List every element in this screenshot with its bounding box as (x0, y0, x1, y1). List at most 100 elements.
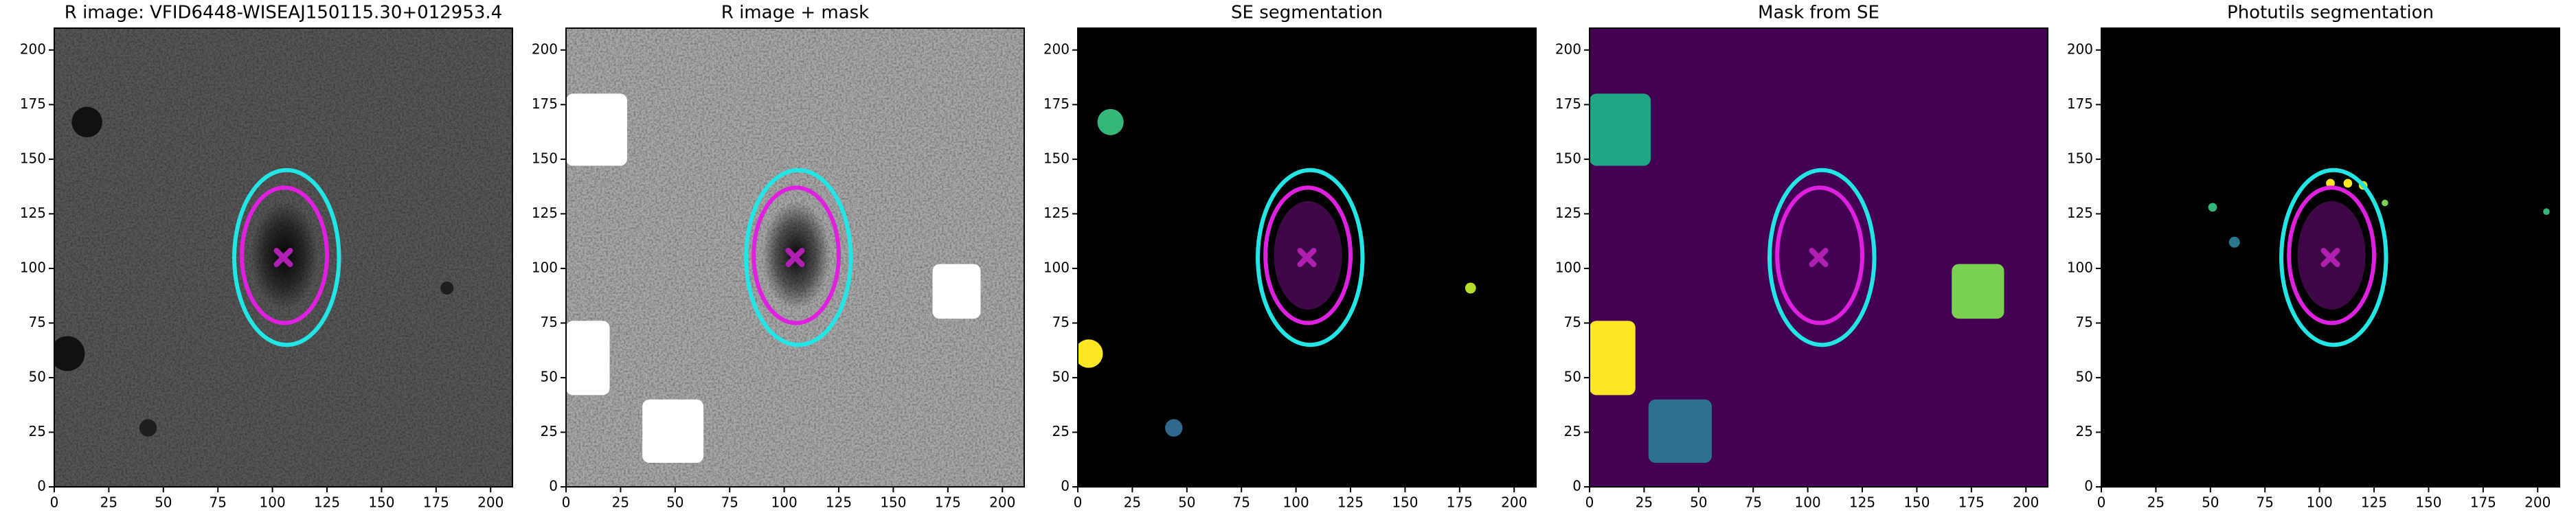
x-tick-label: 175 (2470, 494, 2496, 511)
x-tick-label: 50 (1178, 494, 1195, 511)
x-tick-label: 50 (666, 494, 683, 511)
panel-title: SE segmentation (1231, 3, 1383, 23)
x-tick-label: 125 (1337, 494, 1364, 511)
aperture-ellipse (1775, 185, 1865, 325)
y-tick-label: 175 (2067, 95, 2093, 112)
y-tick-label: 125 (1043, 205, 1070, 221)
x-tick-label: 150 (880, 494, 906, 511)
x-tick-label: 75 (209, 494, 226, 511)
aperture-ellipse (2287, 185, 2377, 325)
x-tick-label: 200 (2013, 494, 2039, 511)
x-tick-label: 125 (1849, 494, 1875, 511)
y-tick-label: 100 (20, 259, 46, 275)
source (2543, 208, 2550, 215)
axes-frame (54, 27, 513, 488)
mask-region (1648, 399, 1712, 464)
panel-title: Mask from SE (1758, 3, 1879, 23)
x-tick-label: 25 (2147, 494, 2165, 511)
y-tick-label: 25 (2076, 423, 2093, 439)
y-tick-label: 150 (1043, 150, 1070, 166)
y-tick-label: 50 (29, 368, 46, 385)
y-tick-label: 50 (1052, 368, 1070, 385)
x-tick-label: 25 (1636, 494, 1653, 511)
y-tick-label: 125 (1555, 205, 1581, 221)
y-tick-label: 150 (532, 150, 558, 166)
y-tick-label: 75 (1564, 314, 1581, 330)
x-tick-label: 75 (2256, 494, 2273, 511)
aperture-ellipse (2279, 168, 2388, 347)
y-tick-label: 75 (541, 314, 558, 330)
y-tick-label: 150 (20, 150, 46, 166)
image-area (2101, 28, 2560, 487)
panel-title: Photutils segmentation (2227, 3, 2434, 23)
aperture-ellipse (1263, 185, 1353, 325)
source (54, 336, 85, 371)
axes-frame (1077, 27, 1537, 488)
source (1097, 108, 1124, 135)
x-tick-label: 175 (935, 494, 961, 511)
x-tick-label: 25 (612, 494, 629, 511)
y-tick-label: 50 (541, 368, 558, 385)
x-tick-label: 200 (989, 494, 1015, 511)
source (2326, 179, 2335, 188)
x-tick-label: 125 (2361, 494, 2387, 511)
y-tick-label: 0 (37, 478, 46, 494)
y-tick-label: 25 (1564, 423, 1581, 439)
x-tick-label: 25 (1124, 494, 1141, 511)
source (1165, 419, 1183, 437)
y-tick-label: 200 (1555, 41, 1581, 57)
aperture-ellipse (232, 168, 341, 347)
x-tick-label: 100 (2307, 494, 2333, 511)
y-tick-label: 0 (549, 478, 558, 494)
x-tick-label: 75 (1744, 494, 1761, 511)
source (139, 419, 157, 437)
x-tick-label: 0 (562, 494, 571, 511)
x-tick-label: 100 (771, 494, 798, 511)
y-tick-label: 125 (2067, 205, 2093, 221)
source (2208, 203, 2217, 212)
x-tick-label: 125 (314, 494, 340, 511)
y-tick-label: 0 (1061, 478, 1070, 494)
mask-region (1952, 264, 2004, 319)
image-area (1078, 28, 1536, 487)
axes-frame (2101, 27, 2560, 488)
x-tick-label: 100 (1795, 494, 1821, 511)
aperture-ellipse (240, 185, 330, 325)
mask-region (932, 264, 981, 319)
y-tick-label: 0 (2084, 478, 2093, 494)
y-tick-label: 50 (2076, 368, 2093, 385)
panel: 0 25 50 75 100 125 150 175 200 0 25 50 75 100 125 150 17… (20, 3, 513, 511)
x-tick-label: 125 (826, 494, 852, 511)
source (2343, 179, 2353, 188)
x-tick-label: 50 (1690, 494, 1707, 511)
mask-region (1590, 321, 1636, 396)
image-area (566, 28, 1024, 487)
x-tick-label: 50 (2202, 494, 2219, 511)
source (2228, 236, 2240, 248)
y-tick-label: 175 (1043, 95, 1070, 112)
center-marker (1297, 248, 1317, 267)
axes-frame (1589, 27, 2048, 488)
x-tick-label: 150 (368, 494, 394, 511)
x-tick-label: 200 (1501, 494, 1527, 511)
x-tick-label: 175 (423, 494, 449, 511)
source (71, 106, 102, 138)
panel-title: R image: VFID6448-WISEAJ150115.30+012953… (65, 3, 502, 23)
center-marker (785, 248, 805, 267)
x-tick-label: 150 (1903, 494, 1930, 511)
aperture-ellipse (1256, 168, 1365, 347)
y-tick-label: 200 (532, 41, 558, 57)
y-tick-label: 175 (532, 95, 558, 112)
panel: 0 25 50 75 100 125 150 175 200 0 25 50 75 100 125 150 17… (532, 3, 1025, 511)
y-tick-label: 75 (1052, 314, 1070, 330)
source (2382, 199, 2388, 207)
image-area (1590, 28, 2048, 487)
panel-title: R image + mask (721, 3, 870, 23)
aperture-ellipse (752, 185, 841, 325)
x-tick-label: 0 (2097, 494, 2106, 511)
aperture-ellipse (744, 168, 853, 347)
y-tick-label: 100 (532, 259, 558, 275)
source (1078, 339, 1103, 368)
